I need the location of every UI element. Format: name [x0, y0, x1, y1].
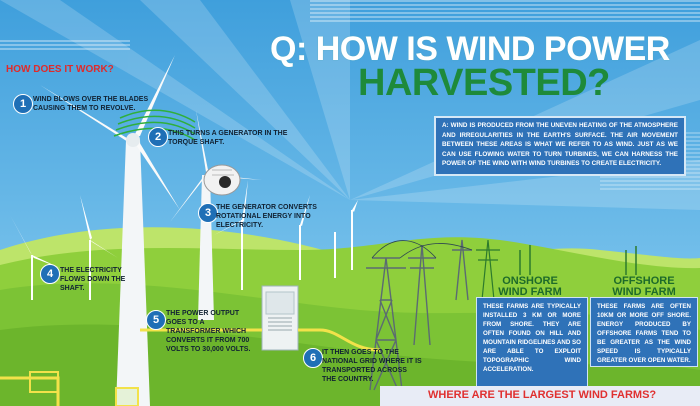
- offshore-title: OFFSHORE WIND FARM: [604, 276, 684, 298]
- answer-box: A: WIND IS PRODUCED FROM THE UNEVEN HEAT…: [434, 116, 686, 176]
- step-4-badge: 4: [40, 264, 60, 284]
- section-label: HOW DOES IT WORK?: [6, 64, 114, 75]
- step-2-text: THIS TURNS A GENERATOR IN THE TORQUE SHA…: [168, 130, 288, 146]
- offshore-title-line2: WIND FARM: [612, 286, 676, 298]
- onshore-title-line1: ONSHORE: [502, 275, 558, 287]
- footer-title: WHERE ARE THE LARGEST WIND FARMS?: [428, 389, 657, 401]
- onshore-title-line2: WIND FARM: [498, 286, 562, 298]
- step-6-text: IT THEN GOES TO THE NATIONAL GRID WHERE …: [322, 349, 422, 383]
- step-1-badge: 1: [13, 94, 33, 114]
- step-6-badge: 6: [303, 348, 323, 368]
- step-5-badge: 5: [146, 310, 166, 330]
- footer-banner: [380, 386, 700, 406]
- step-2-badge: 2: [148, 127, 168, 147]
- offshore-description: THESE FARMS ARE OFTEN 10KM OR MORE OFF S…: [590, 297, 698, 367]
- question-main-title: HARVESTED?: [358, 62, 610, 104]
- offshore-title-line1: OFFSHORE: [613, 275, 675, 287]
- question-title: Q: HOW IS WIND POWER: [270, 30, 670, 68]
- step-3-badge: 3: [198, 203, 218, 223]
- step-1-text: WIND BLOWS OVER THE BLADES CAUSING THEM …: [33, 96, 149, 112]
- step-5-text: THE POWER OUTPUT GOES TO A TRANSFORMER W…: [166, 310, 251, 353]
- onshore-title: ONSHORE WIND FARM: [490, 276, 570, 298]
- step-4-text: THE ELECTRICITY FLOWS DOWN THE SHAFT.: [60, 267, 126, 292]
- step-3-text: THE GENERATOR CONVERTS ROTATIONAL ENERGY…: [216, 204, 317, 229]
